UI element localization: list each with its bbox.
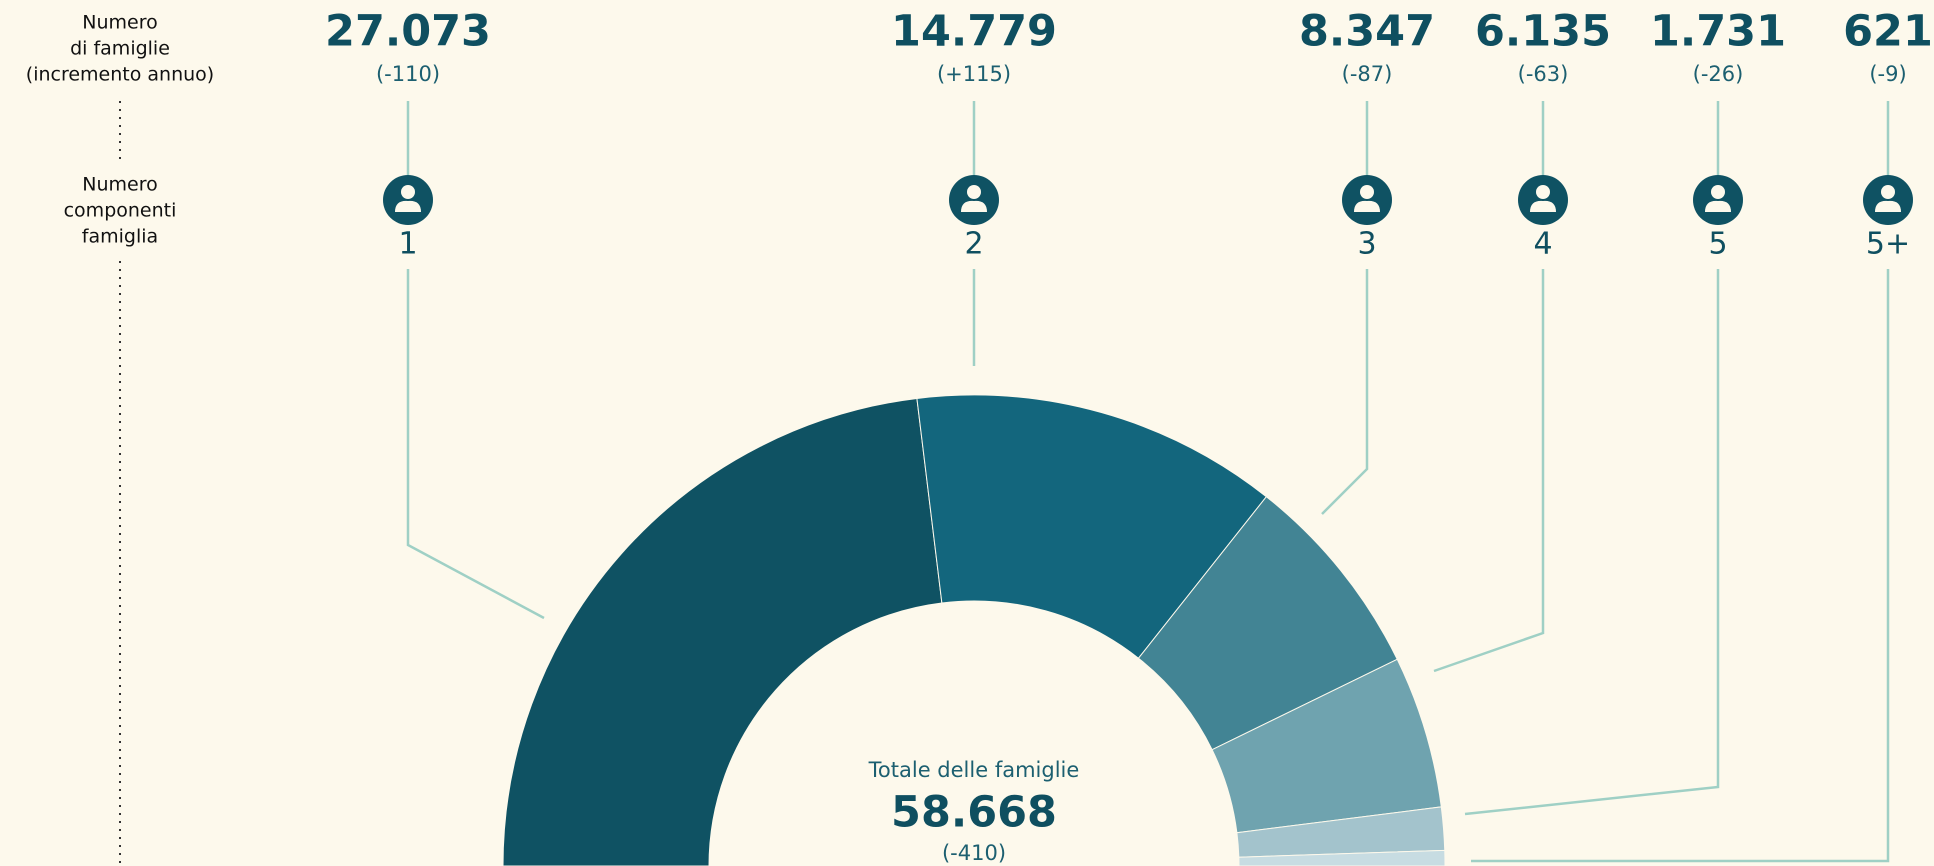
donut-segment	[1238, 849, 1446, 866]
value-label: 14.779	[891, 7, 1057, 57]
icon-head	[1881, 185, 1895, 199]
value-label: 27.073	[325, 7, 491, 57]
icon-body	[395, 200, 421, 212]
change-label: (-110)	[376, 62, 440, 86]
icon-body	[961, 200, 987, 212]
category-label: 3	[1357, 227, 1376, 262]
row-label: di famiglie	[70, 38, 170, 60]
donut-segment	[916, 394, 1268, 659]
leader-line	[1471, 269, 1890, 863]
value-label: 8.347	[1299, 7, 1435, 57]
person-icon	[1342, 175, 1392, 225]
row-label: Numero	[82, 174, 157, 196]
icon-head	[401, 185, 415, 199]
person-icon	[1863, 175, 1913, 225]
icon-body	[1875, 200, 1901, 212]
person-icon	[383, 175, 433, 225]
change-label: (-63)	[1518, 62, 1569, 86]
center-title: Totale delle famiglie	[868, 758, 1080, 782]
category-label: 2	[964, 227, 983, 262]
icon-head	[1360, 185, 1374, 199]
donut	[502, 394, 1446, 866]
total: 58.668	[891, 788, 1057, 838]
change-label: (+115)	[937, 62, 1011, 86]
icon-head	[1536, 185, 1550, 199]
change-label: (-9)	[1869, 62, 1906, 86]
value-label: 6.135	[1475, 7, 1611, 57]
leader-line	[1464, 269, 1720, 816]
category-label: 5+	[1866, 227, 1910, 262]
leader-line	[406, 269, 545, 620]
value-label: 621	[1843, 7, 1933, 57]
person-icon	[949, 175, 999, 225]
icon-head	[1711, 185, 1725, 199]
icon-circle	[1693, 175, 1743, 225]
row-label: componenti	[64, 200, 177, 222]
row-label: (incremento annuo)	[26, 64, 214, 86]
icon-circle	[949, 175, 999, 225]
icon-head	[967, 185, 981, 199]
icon-body	[1354, 200, 1380, 212]
change-label: (-87)	[1342, 62, 1393, 86]
icon-body	[1705, 200, 1731, 212]
category-label: 5	[1708, 227, 1727, 262]
category-label: 4	[1533, 227, 1552, 262]
value-label: 1.731	[1650, 7, 1786, 57]
donut-segment	[502, 397, 943, 866]
leader-line	[1321, 269, 1369, 515]
row-label: Numero	[82, 12, 157, 34]
person-icon	[1693, 175, 1743, 225]
icon-circle	[1518, 175, 1568, 225]
leader-line	[1433, 269, 1545, 673]
total-change: (-410)	[942, 841, 1006, 865]
person-icon	[1518, 175, 1568, 225]
icon-body	[1530, 200, 1556, 212]
change-label: (-26)	[1693, 62, 1744, 86]
icon-circle	[383, 175, 433, 225]
icon-circle	[1863, 175, 1913, 225]
category-label: 1	[398, 227, 417, 262]
icon-circle	[1342, 175, 1392, 225]
row-label: famiglia	[82, 226, 158, 248]
